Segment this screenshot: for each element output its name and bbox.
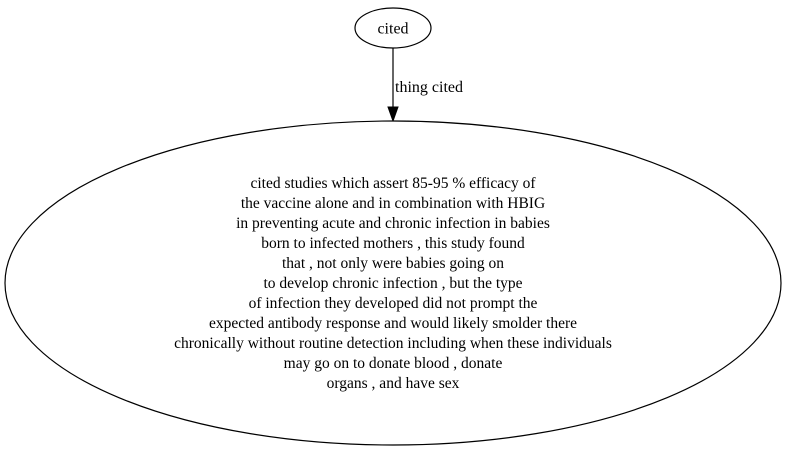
- node-description-shape: [4, 120, 782, 446]
- description-line: expected antibody response and would lik…: [209, 315, 577, 332]
- node-cited-label: cited: [377, 21, 408, 38]
- description-line: the vaccine alone and in combination wit…: [241, 195, 545, 212]
- description-line: in preventing acute and chronic infectio…: [236, 215, 550, 232]
- description-line: organs , and have sex: [327, 375, 460, 392]
- description-line: may go on to donate blood , donate: [284, 355, 503, 372]
- description-line: to develop chronic infection , but the t…: [263, 275, 522, 292]
- node-description-text: cited studies which assert 85-95 % effic…: [174, 175, 612, 392]
- node-description[interactable]: cited studies which assert 85-95 % effic…: [4, 120, 782, 446]
- description-line: of infection they developed did not prom…: [249, 295, 538, 312]
- description-line: chronically without routine detection in…: [174, 335, 612, 352]
- description-line: that , not only were babies going on: [282, 255, 504, 272]
- edge-arrowhead: [387, 106, 399, 123]
- edge-label: thing cited: [395, 79, 463, 96]
- description-line: born to infected mothers , this study fo…: [261, 235, 525, 252]
- description-line: cited studies which assert 85-95 % effic…: [250, 175, 536, 192]
- edge-thing-cited: thing cited: [387, 48, 463, 123]
- node-cited[interactable]: cited: [354, 7, 432, 49]
